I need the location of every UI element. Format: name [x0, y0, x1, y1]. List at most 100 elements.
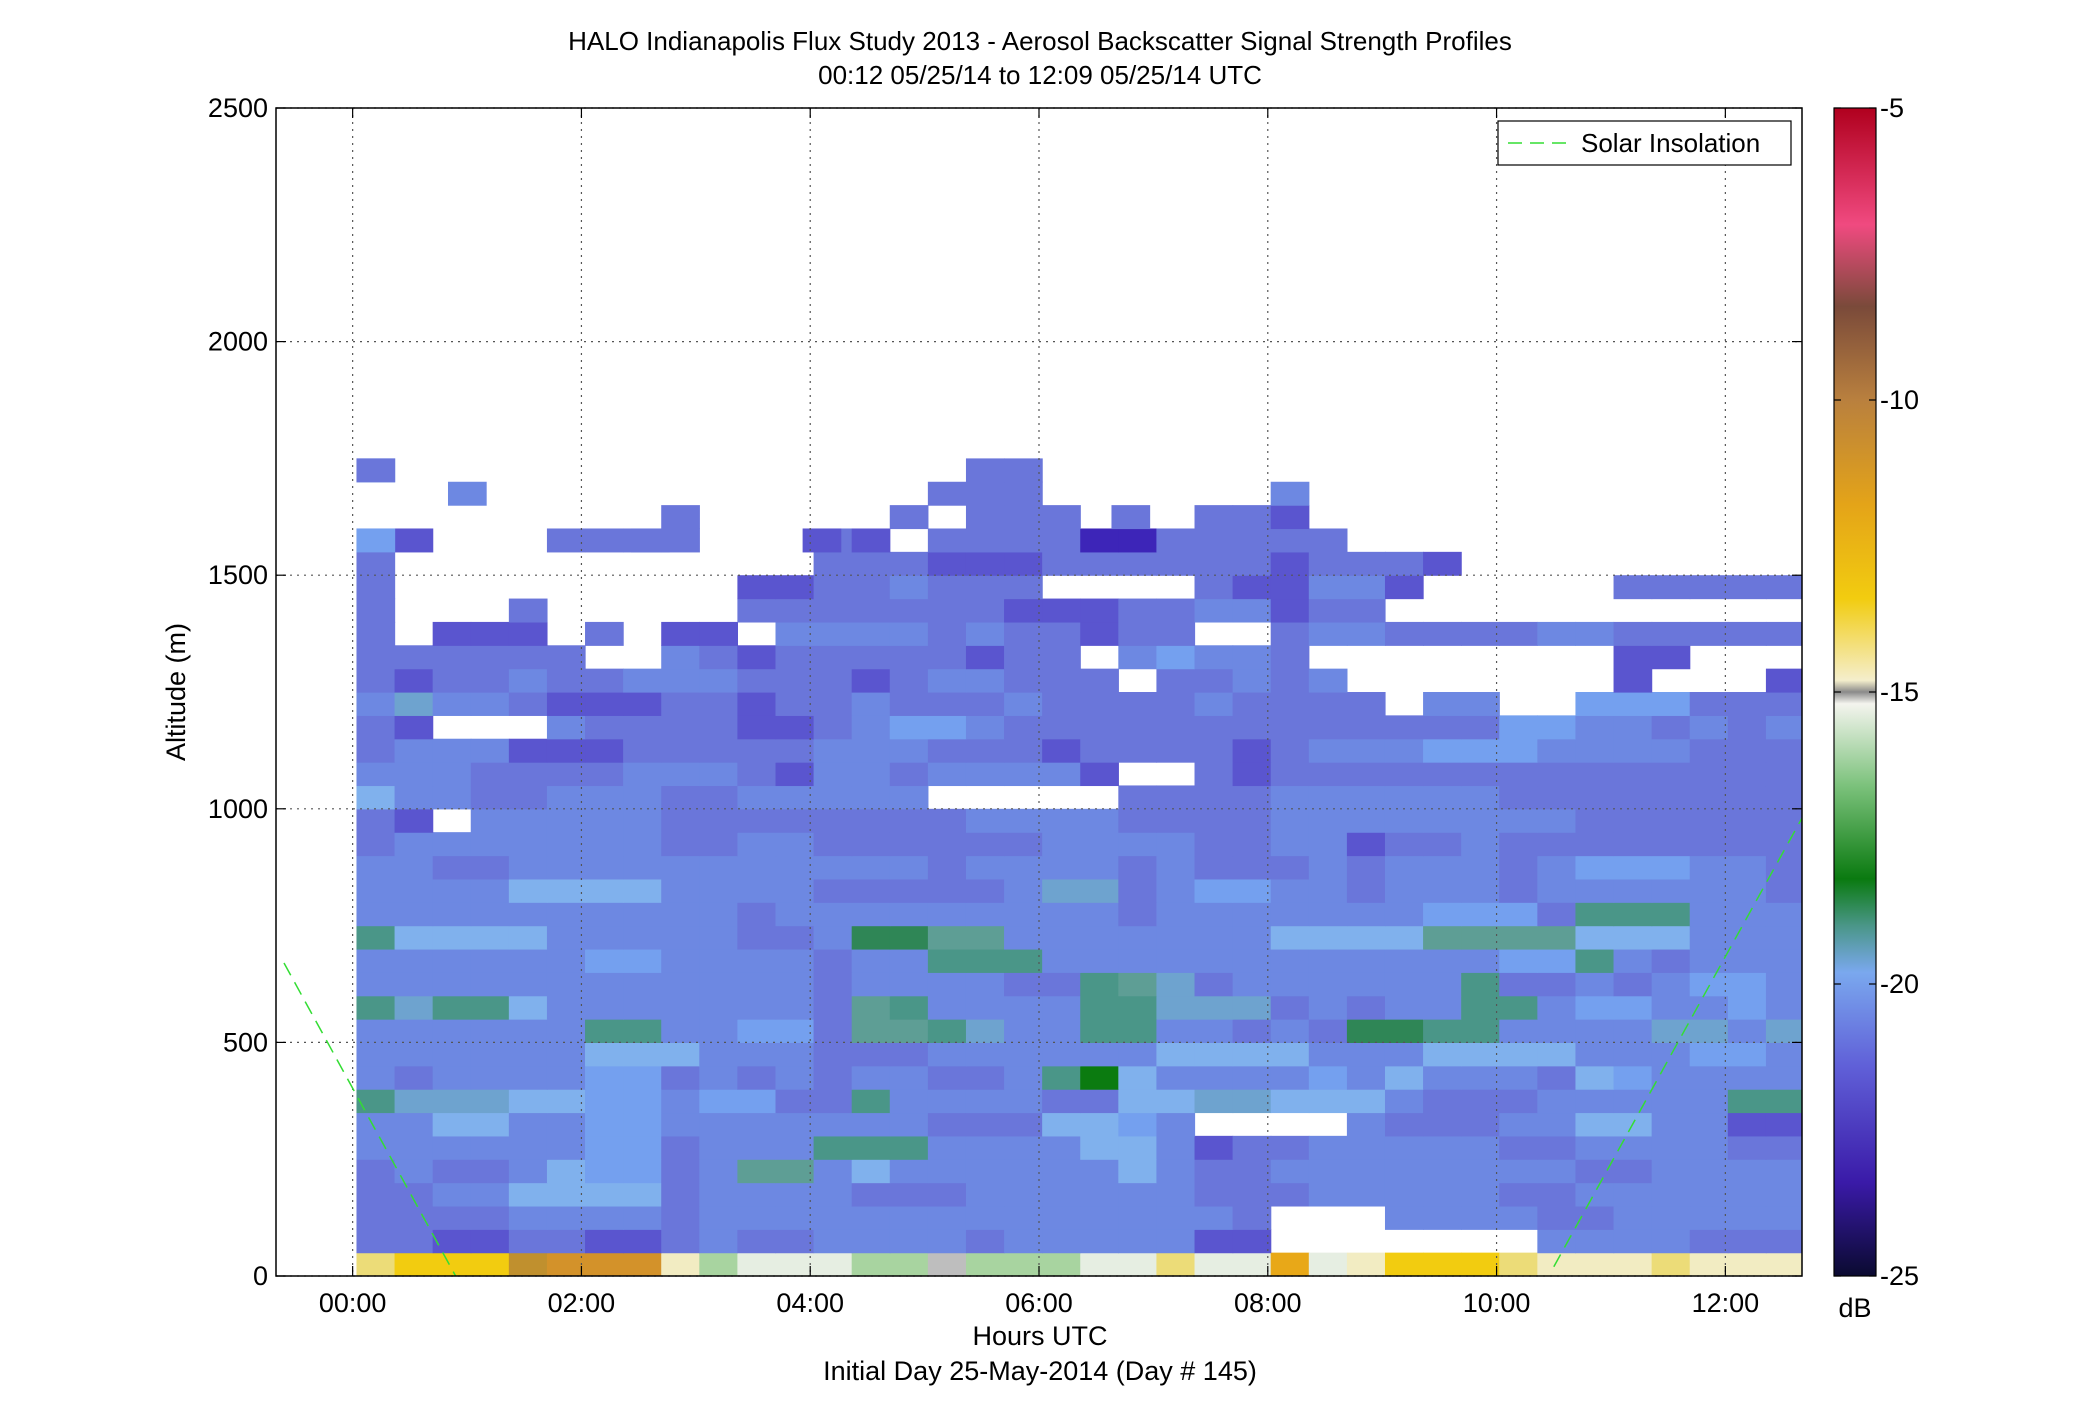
heatmap-cell: [1118, 785, 1158, 810]
heatmap-cell: [1194, 948, 1234, 973]
heatmap-cell: [356, 1019, 396, 1043]
colorbar: -5 -10 -15 -20 -25 dB: [1833, 93, 1919, 1323]
y-tick-label: 0: [253, 1261, 268, 1291]
heatmap-cell: [631, 528, 670, 553]
heatmap-cell: [737, 762, 777, 787]
x-tick-label: 10:00: [1463, 1288, 1531, 1318]
heatmap-cell: [1537, 1019, 1577, 1043]
heatmap-cell: [546, 1089, 586, 1114]
heatmap-cell: [1384, 1089, 1424, 1114]
heatmap-cell: [1194, 1135, 1234, 1160]
heatmap-cell: [661, 528, 700, 553]
heatmap-cell: [2033, 972, 2072, 996]
heatmap-cell: [394, 995, 434, 1020]
heatmap-cell: [1232, 575, 1272, 600]
heatmap-cell: [2033, 1089, 2072, 1113]
heatmap-cell: [546, 1019, 586, 1043]
heatmap-cell: [2033, 762, 2072, 786]
heatmap-cell: [1613, 785, 1653, 810]
heatmap-cell: [1384, 1205, 1424, 1230]
heatmap-cell: [775, 1112, 815, 1137]
heatmap-cell: [965, 1182, 1005, 1207]
heatmap-cell: [1384, 948, 1424, 973]
heatmap-cell: [623, 1065, 662, 1090]
heatmap-cell: [623, 1042, 662, 1067]
heatmap-cell: [508, 1112, 548, 1137]
heatmap-cell: [1232, 972, 1272, 997]
heatmap-cell: [1918, 832, 1957, 856]
heatmap-cell: [1232, 902, 1272, 927]
heatmap-cell: [813, 1065, 853, 1090]
heatmap-cell: [699, 1205, 738, 1230]
heatmap-cell: [1727, 808, 1767, 833]
heatmap-cell: [1956, 902, 1995, 926]
heatmap-cell: [1004, 878, 1043, 903]
heatmap-cell: [1004, 1135, 1043, 1160]
heatmap-cell: [1194, 1019, 1234, 1043]
heatmap-cell: [661, 1182, 700, 1207]
heatmap-cell: [1461, 1205, 1500, 1230]
heatmap-cell: [356, 1229, 396, 1254]
heatmap-cell: [1232, 762, 1272, 787]
heatmap-cell: [813, 1229, 853, 1254]
heatmap-cell: [1118, 528, 1158, 553]
heatmap-cell: [508, 948, 548, 973]
heatmap-cell: [1118, 1229, 1158, 1254]
heatmap-cell: [1346, 621, 1386, 646]
heatmap-cell: [1118, 738, 1158, 763]
heatmap-cell: [470, 995, 510, 1020]
heatmap-cell: [356, 1135, 396, 1160]
heatmap-cell: [927, 528, 967, 553]
heatmap-cell: [813, 598, 853, 623]
heatmap-cell: [585, 925, 624, 950]
heatmap-cell: [851, 762, 891, 787]
heatmap-cell: [889, 1135, 929, 1160]
heatmap-cell: [2033, 669, 2072, 693]
heatmap-cell: [661, 878, 700, 903]
heatmap-cell: [1423, 1065, 1462, 1090]
heatmap-cell: [699, 995, 738, 1020]
heatmap-cell: [623, 832, 662, 857]
heatmap-cell: [394, 1229, 434, 1254]
heatmap-cell: [1042, 1135, 1081, 1160]
heatmap-cell: [1499, 738, 1538, 763]
heatmap-cell: [470, 1089, 510, 1114]
heatmap-cell: [1499, 1159, 1538, 1184]
heatmap-cell: [1004, 1065, 1043, 1090]
x-tick-label: 06:00: [1005, 1288, 1073, 1318]
heatmap-cell: [1080, 855, 1119, 880]
heatmap-cell: [1765, 1229, 1802, 1254]
heatmap-cell: [1384, 738, 1424, 763]
colorbar-tick-label: -25: [1880, 1261, 1919, 1291]
heatmap-cell: [1575, 878, 1615, 903]
heatmap-cell: [1880, 1112, 1919, 1136]
heatmap-cell: [1575, 855, 1615, 880]
heatmap-cell: [1956, 996, 1995, 1020]
heatmap-cell: [1118, 1135, 1158, 1160]
heatmap-cell: [1232, 1205, 1272, 1230]
heatmap-cell: [927, 1252, 967, 1276]
heatmap-cell: [1042, 878, 1081, 903]
heatmap-cell: [432, 692, 472, 716]
heatmap-cell: [585, 855, 624, 880]
heatmap-cell: [623, 1205, 662, 1230]
heatmap-cell: [775, 715, 815, 740]
heatmap-cell: [394, 762, 434, 787]
heatmap-cell: [470, 738, 510, 763]
heatmap-cell: [585, 1135, 624, 1160]
heatmap-cell: [1956, 715, 1995, 739]
heatmap-cell: [623, 1182, 662, 1207]
heatmap-cell: [1080, 1229, 1119, 1254]
heatmap-cell: [1118, 995, 1158, 1020]
heatmap-cell: [851, 832, 891, 857]
heatmap-cell: [1689, 925, 1729, 950]
heatmap-cell: [1232, 785, 1272, 810]
heatmap-cell: [470, 1229, 510, 1254]
heatmap-cell: [1499, 762, 1538, 787]
heatmap-cell: [889, 645, 929, 670]
heatmap-cell: [1308, 668, 1348, 693]
heatmap-cell: [1308, 972, 1348, 997]
heatmap-cell: [546, 855, 586, 880]
heatmap-cell: [851, 1065, 891, 1090]
heatmap-cell: [1956, 1136, 1995, 1160]
